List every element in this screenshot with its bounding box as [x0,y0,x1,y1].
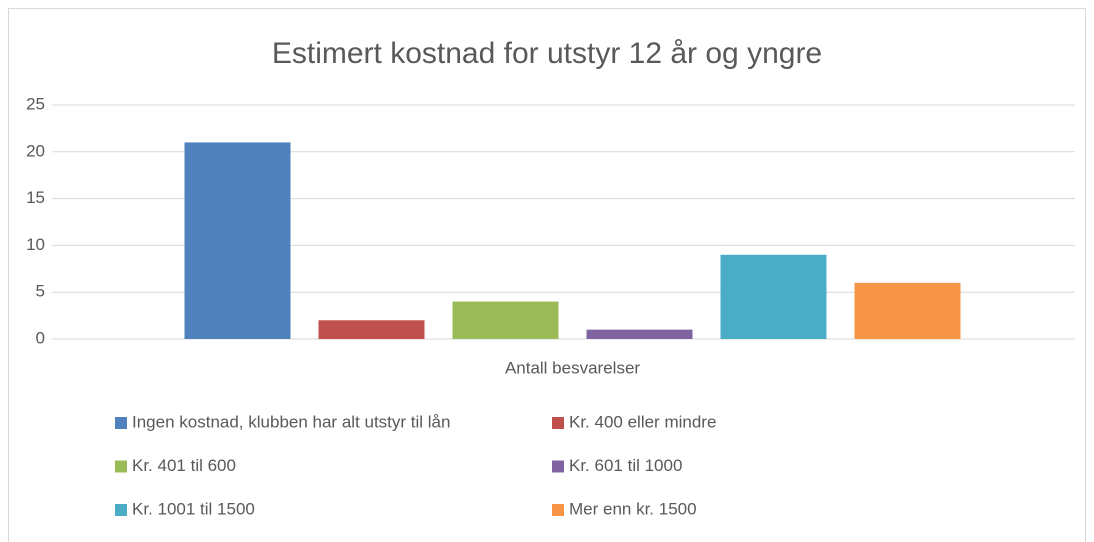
y-tick-label: 10 [26,235,45,254]
bar [586,329,693,339]
chart-title: Estimert kostnad for utstyr 12 år og yng… [272,37,822,70]
legend-label: Mer enn kr. 1500 [569,499,697,518]
y-tick-label: 0 [36,328,45,347]
bar [720,254,827,339]
y-tick-label: 25 [26,94,45,113]
legend-label: Kr. 601 til 1000 [569,456,682,475]
legend-label: Ingen kostnad, klubben har alt utstyr ti… [132,412,450,431]
bar [318,320,425,339]
y-tick-label: 15 [26,188,45,207]
bar [452,301,559,339]
y-tick-label: 20 [26,141,45,160]
bar [854,282,961,339]
legend-label: Kr. 401 til 600 [132,456,236,475]
legend-swatch [115,417,127,429]
legend-swatch [552,504,564,516]
legend-swatch [552,460,564,473]
legend-swatch [115,504,127,516]
legend-swatch [115,460,127,473]
legend-swatch [552,417,564,429]
y-tick-label: 5 [36,282,45,301]
bar [184,142,291,339]
legend-label: Kr. 1001 til 1500 [132,499,255,518]
x-tick-label: Antall besvarelser [505,358,640,377]
legend-label: Kr. 400 eller mindre [569,412,716,431]
